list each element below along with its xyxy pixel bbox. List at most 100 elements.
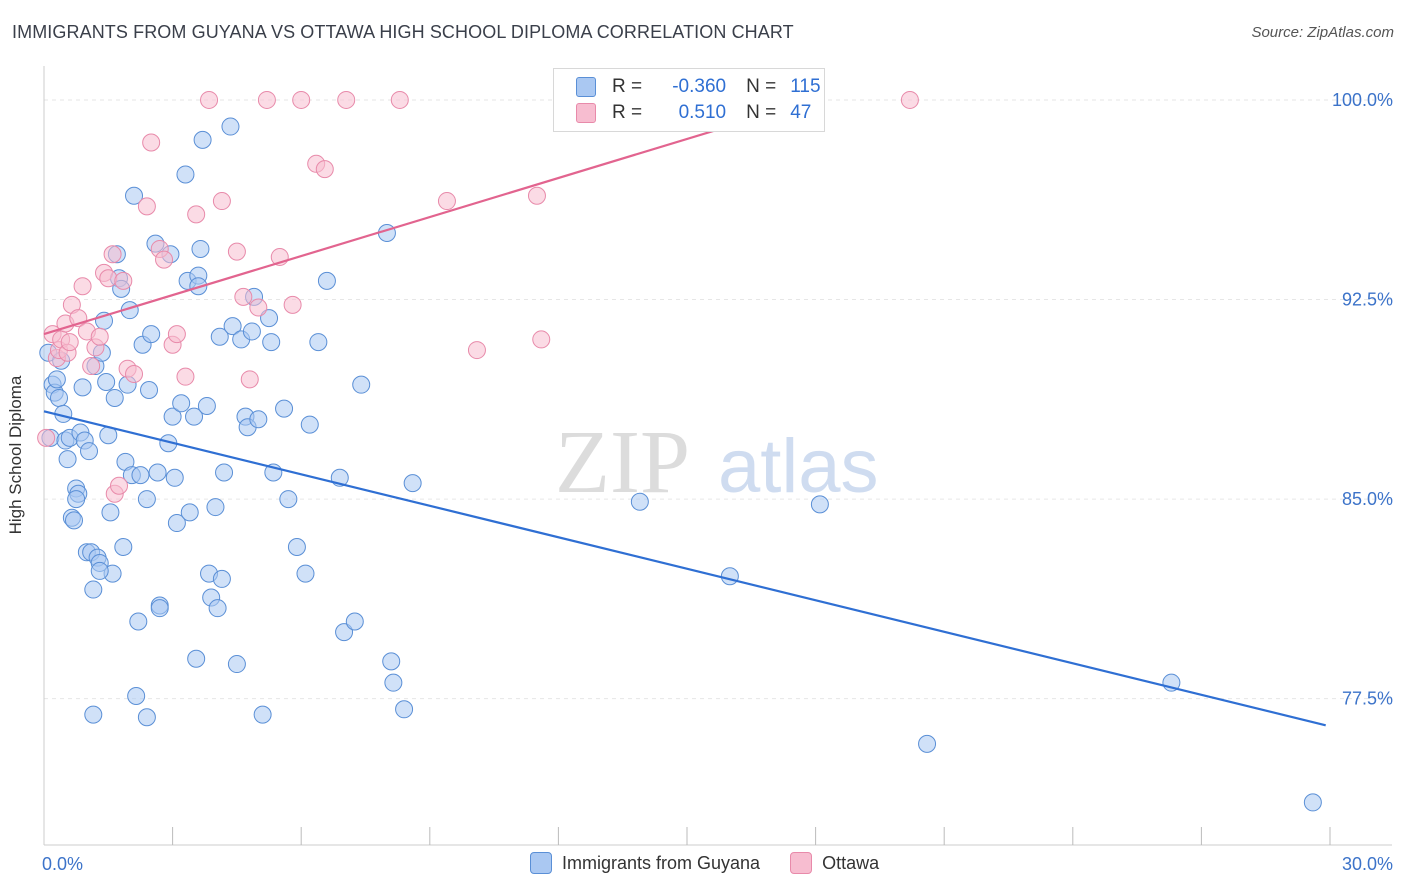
data-point (187, 649, 206, 668)
y-tick-label: 77.5% (1342, 689, 1393, 709)
data-point (90, 327, 109, 346)
data-point (242, 322, 261, 341)
y-tick-labels: 77.5% 85.0% 92.5% 100.0% (1332, 90, 1393, 709)
data-point (384, 673, 403, 692)
series-legend: Immigrants from Guyana Ottawa (530, 852, 909, 874)
watermark-atlas: atlas (718, 424, 879, 509)
data-point (300, 415, 319, 434)
data-point (437, 192, 456, 211)
x-tick-labels: 0.0% 30.0% (42, 854, 1393, 874)
data-point (315, 160, 334, 179)
legend-swatch-blue (576, 77, 596, 97)
data-point (200, 90, 219, 109)
legend-swatch-pink (576, 103, 596, 123)
data-point (532, 330, 551, 349)
data-point (630, 492, 649, 511)
x-tick-label: 0.0% (42, 854, 83, 874)
legend-swatch-blue (530, 852, 552, 874)
data-point (215, 463, 234, 482)
legend-r-label: R = (612, 102, 643, 123)
data-point (918, 734, 937, 753)
data-point (150, 599, 169, 618)
axes (43, 66, 1392, 846)
data-point (335, 623, 354, 642)
data-point (155, 250, 174, 269)
data-point (114, 537, 133, 556)
trend-lines (43, 98, 1326, 727)
data-point (193, 130, 212, 149)
data-point (37, 428, 56, 447)
legend-item-guyana: Immigrants from Guyana (530, 852, 760, 874)
data-point (352, 375, 371, 394)
data-point (73, 277, 92, 296)
data-point (234, 287, 253, 306)
data-point (110, 476, 129, 495)
data-point (395, 700, 414, 719)
data-point (900, 90, 919, 109)
data-point (65, 511, 84, 530)
legend-r-label: R = (612, 76, 643, 97)
legend-swatch-pink (790, 852, 813, 874)
legend-row-ottawa: R = 0.510 N = 47 (576, 101, 811, 125)
data-point (240, 370, 259, 389)
data-point (185, 407, 204, 426)
data-point (227, 655, 246, 674)
data-point (84, 580, 103, 599)
data-point (292, 90, 311, 109)
data-point (165, 468, 184, 487)
data-point (180, 503, 199, 522)
data-point (90, 561, 109, 580)
data-point (137, 708, 156, 727)
data-point (187, 205, 206, 224)
legend-n-value: 47 (790, 102, 812, 123)
data-point (60, 333, 79, 352)
data-point (390, 90, 409, 109)
data-point (287, 537, 306, 556)
data-point (167, 325, 186, 344)
data-point (283, 295, 302, 314)
data-point (208, 599, 227, 618)
data-point (50, 388, 69, 407)
data-point (137, 197, 156, 216)
data-point (167, 514, 186, 533)
data-point (163, 407, 182, 426)
data-point (172, 394, 191, 413)
watermark: ZIP atlas (555, 413, 879, 512)
data-point (720, 567, 739, 586)
data-point (249, 410, 268, 429)
data-point (127, 686, 146, 705)
data-point (176, 165, 195, 184)
data-point (221, 117, 240, 136)
data-point (206, 498, 225, 517)
data-point (101, 503, 120, 522)
data-point (131, 466, 150, 485)
data-point (137, 490, 156, 509)
data-point (176, 367, 195, 386)
data-point (309, 333, 328, 352)
data-point (129, 612, 148, 631)
data-point (337, 90, 356, 109)
data-point (223, 317, 242, 336)
trend-line-ottawa (43, 98, 816, 336)
y-tick-label: 100.0% (1332, 90, 1393, 110)
data-point (191, 239, 210, 258)
data-point (467, 341, 486, 360)
data-point (377, 223, 396, 242)
data-point (97, 373, 116, 392)
watermark-zip: ZIP (555, 413, 690, 512)
y-tick-label: 92.5% (1342, 290, 1393, 310)
source-label: Source: ZipAtlas.com (1251, 24, 1394, 41)
data-point (148, 463, 167, 482)
chart-title: IMMIGRANTS FROM GUYANA VS OTTAWA HIGH SC… (12, 22, 794, 42)
x-tick-label: 30.0% (1342, 854, 1393, 874)
legend-r-value: 0.510 (678, 102, 727, 123)
data-point (99, 269, 118, 288)
data-point (125, 365, 144, 384)
data-point (262, 333, 281, 352)
data-point (212, 569, 231, 588)
legend-n-label: N = (746, 76, 777, 97)
data-point (140, 380, 159, 399)
legend-n-value: 115 (790, 76, 821, 97)
data-point (114, 271, 133, 290)
data-point (260, 309, 279, 328)
